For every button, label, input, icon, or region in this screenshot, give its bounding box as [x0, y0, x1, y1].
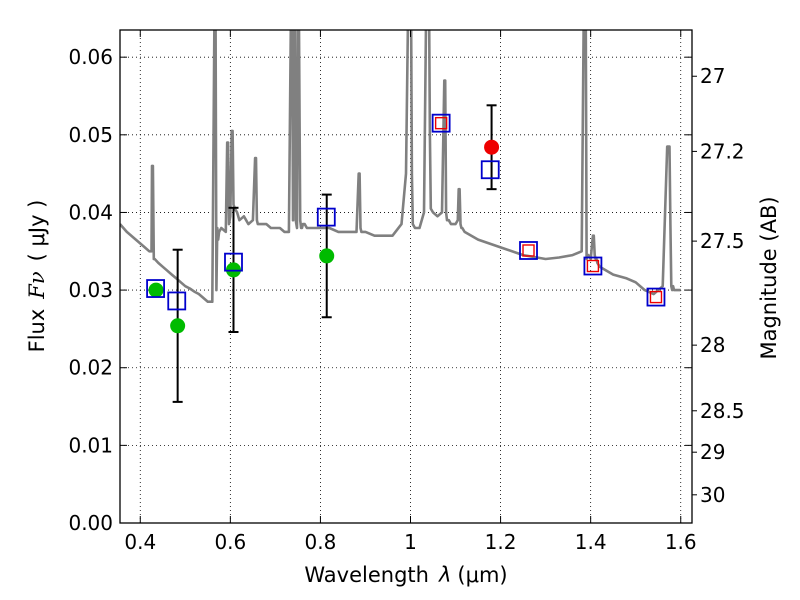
model-point-blue-square: [224, 252, 243, 272]
y-tick-label: 0.04: [68, 200, 113, 224]
model-point-red-square: [434, 116, 448, 130]
model-point-red-square: [586, 259, 600, 273]
y-tick-label: 0.06: [68, 45, 113, 69]
y-tick-label: 0.03: [68, 278, 113, 302]
model-point-blue-square: [431, 113, 451, 133]
model-point-blue-square: [583, 256, 603, 276]
template-spectrum-line: [120, 30, 681, 304]
x-tick-label: 1.2: [485, 530, 517, 554]
mag-tick-label: 27: [700, 64, 725, 88]
x-axis-label: Wavelength λ (μm): [304, 563, 507, 587]
plot-area: [120, 30, 681, 403]
observed-point-red: [484, 139, 500, 155]
mag-tick-label: 29: [700, 440, 725, 464]
x-tick-label: 0.4: [124, 530, 156, 554]
mag-tick-label: 28.5: [700, 399, 745, 423]
model-point-blue-square: [519, 241, 538, 260]
plot-frame: [119, 29, 693, 524]
x-tick-label: 1: [404, 530, 417, 554]
x-tick-label: 1.4: [575, 530, 607, 554]
axes: 0.00 0.01 0.02 0.03 0.04 0.05 0.06 0.4 0.6 0.8 1 1.…: [68, 30, 745, 554]
observed-point-green: [148, 282, 164, 298]
x-tick-label: 0.6: [214, 530, 246, 554]
y-tick-label: 0.00: [68, 511, 113, 535]
model-point-blue-square: [146, 279, 165, 298]
observed-point-green: [319, 248, 335, 264]
model-point-red-square: [649, 290, 663, 304]
model-point-blue-square: [646, 287, 666, 307]
mag-tick-label: 28: [700, 333, 725, 357]
model-point-red-square: [522, 244, 535, 257]
x-tick-label: 1.6: [665, 530, 697, 554]
model-point-blue-square: [316, 207, 336, 227]
observed-point-green: [170, 318, 186, 334]
mag-tick-label: 27.2: [700, 139, 745, 163]
model-point-blue-square: [480, 160, 500, 180]
model-point-blue-square: [167, 291, 187, 311]
x-tick-label: 0.8: [305, 530, 337, 554]
mag-tick-label: 30: [700, 483, 725, 507]
y-tick-label: 0.01: [68, 433, 113, 457]
y2-axis-label: Magnitude (AB): [757, 196, 781, 359]
y-tick-label: 0.05: [68, 123, 113, 147]
y-axis-label: FluxFν( μJy ): [25, 200, 49, 353]
mag-tick-label: 27.5: [700, 229, 745, 253]
y-tick-label: 0.02: [68, 356, 113, 380]
